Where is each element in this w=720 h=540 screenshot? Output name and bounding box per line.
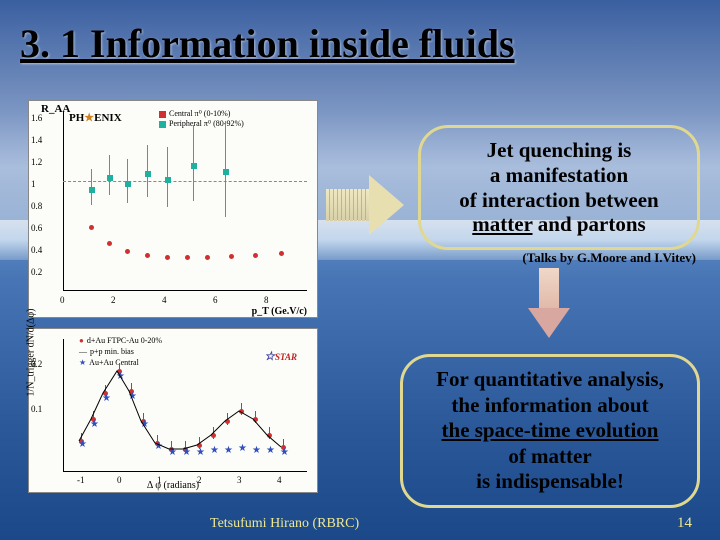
chart1-ytitle: R_AA (41, 103, 70, 115)
chart1-xaxis (63, 290, 307, 291)
chart1-unity-line (63, 181, 307, 182)
star-logo: ☆STAR (264, 349, 297, 364)
chart2-xtitle: Δ φ (radians) (147, 480, 199, 491)
star-corr-chart: 1/N_trigger dN/d(Δφ) ●d+Au FTPC-Au 0-20%… (28, 328, 318, 493)
chart1-yaxis (63, 111, 64, 291)
footer-author: Tetsufumi Hirano (RBRC) (210, 516, 359, 532)
chart1-xtitle: p_T (Ge.V/c) (252, 306, 307, 317)
talks-reference: (Talks by G.Moore and I.Vitev) (522, 250, 696, 266)
arrow-down-icon (528, 268, 570, 340)
chart1-legend: Central π⁰ (0-10%) Peripheral π⁰ (80-92%… (159, 109, 244, 130)
footer-page: 14 (677, 515, 692, 532)
chart2-legend: ●d+Au FTPC-Au 0-20% —p+p min. bias ★Au+A… (79, 335, 162, 369)
callout-quantitative: For quantitative analysis, the informati… (400, 354, 700, 508)
chart2-ytitle: 1/N_trigger dN/d(Δφ) (26, 308, 37, 396)
chart2-yaxis (63, 339, 64, 472)
phenix-logo: PH★ENIX (69, 111, 122, 124)
slide-title: 3. 1 Information inside fluids (20, 20, 515, 67)
chart2-xaxis (63, 471, 307, 472)
arrow-right-icon (326, 175, 404, 235)
phenix-raa-chart: R_AA PH★ENIX Central π⁰ (0-10%) Peripher… (28, 100, 318, 318)
callout-jet-quenching: Jet quenching is a manifestation of inte… (418, 125, 700, 250)
